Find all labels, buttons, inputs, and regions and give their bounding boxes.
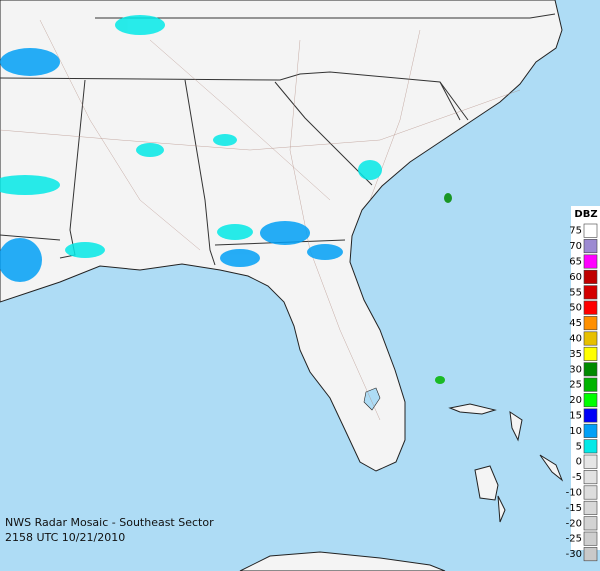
legend-swatch xyxy=(583,316,598,331)
legend-swatch xyxy=(583,485,598,500)
legend-label: 10 xyxy=(569,426,582,437)
legend-swatch xyxy=(583,269,598,284)
legend-label: 20 xyxy=(569,395,582,406)
legend-label: 30 xyxy=(569,364,582,375)
legend-swatch xyxy=(583,223,598,238)
legend-swatch xyxy=(583,500,598,515)
legend-label: 5 xyxy=(576,441,582,452)
legend-label: -5 xyxy=(572,472,582,483)
legend-swatch xyxy=(583,454,598,469)
cuba xyxy=(239,551,446,571)
legend: DBZ 757065605550454035302520151050-5-10-… xyxy=(566,206,600,562)
legend-label: -25 xyxy=(566,534,582,545)
legend-label: 60 xyxy=(569,272,582,283)
legend-label: -10 xyxy=(566,488,582,499)
legend-label: 15 xyxy=(569,411,582,422)
legend-swatch xyxy=(583,362,598,377)
legend-swatch xyxy=(583,285,598,300)
legend-label: -20 xyxy=(566,518,582,529)
legend-label: 65 xyxy=(569,257,582,268)
legend-swatch xyxy=(583,300,598,315)
legend-label: 35 xyxy=(569,349,582,360)
legend-swatch xyxy=(583,439,598,454)
legend-label: -15 xyxy=(566,503,582,514)
legend-swatch xyxy=(583,393,598,408)
legend-swatch xyxy=(583,423,598,438)
caption-time: 2158 UTC 10/21/2010 xyxy=(5,531,125,544)
radar-echoes xyxy=(0,15,452,384)
legend-swatch xyxy=(583,377,598,392)
legend-label: -30 xyxy=(566,549,582,560)
legend-label: 45 xyxy=(569,318,582,329)
legend-label: 55 xyxy=(569,287,582,298)
legend-swatch xyxy=(583,516,598,531)
legend-title: DBZ xyxy=(574,209,597,220)
legend-label: 25 xyxy=(569,380,582,391)
legend-swatch xyxy=(583,346,598,361)
legend-swatch xyxy=(583,331,598,346)
legend-label: 50 xyxy=(569,303,582,314)
legend-label: 0 xyxy=(576,457,582,468)
legend-swatch xyxy=(583,470,598,485)
legend-label: 70 xyxy=(569,241,582,252)
legend-swatch xyxy=(583,531,598,546)
legend-label: 40 xyxy=(569,334,582,345)
legend-swatch xyxy=(583,254,598,269)
legend-label: 75 xyxy=(569,226,582,237)
caption-title: NWS Radar Mosaic - Southeast Sector xyxy=(5,516,214,529)
bahamas xyxy=(448,403,564,523)
legend-swatch xyxy=(583,239,598,254)
legend-swatch xyxy=(583,408,598,423)
legend-swatch xyxy=(583,547,598,562)
